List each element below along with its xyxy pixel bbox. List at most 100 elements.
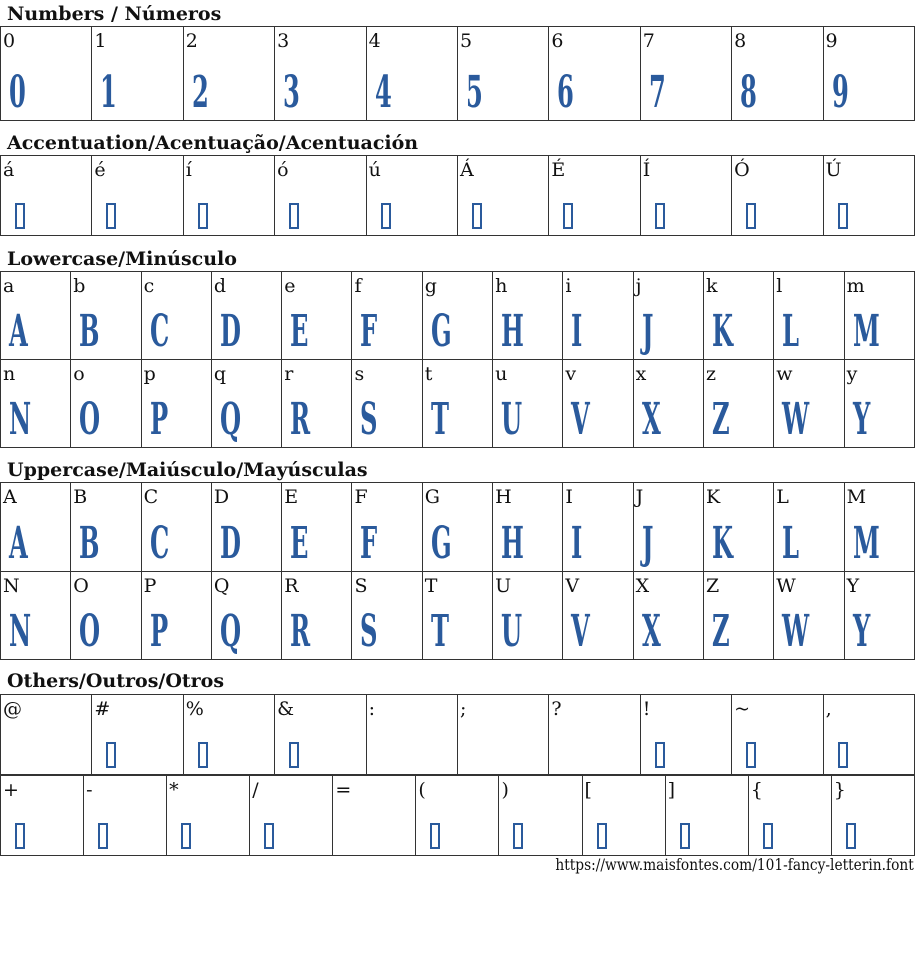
character-label: } [833, 779, 846, 801]
glyph-preview: T [430, 606, 449, 657]
glyph-preview: V [571, 394, 591, 445]
character-label: d [213, 275, 227, 297]
character-label: a [3, 275, 15, 297]
glyph-preview: A [9, 518, 28, 569]
character-label: Á [459, 159, 474, 181]
glyph-cell: í [182, 155, 276, 236]
character-label: r [284, 363, 294, 385]
glyph-cell: ? [548, 694, 641, 775]
glyph-cell: É [548, 155, 641, 236]
glyph-cell: ‚ [822, 694, 916, 775]
glyph-preview: Y [852, 394, 870, 445]
glyph-preview: 5 [465, 67, 483, 118]
glyph-cell: * [166, 775, 251, 856]
glyph-preview: O [79, 606, 101, 657]
glyph-row: + - * / = () [] {} [0, 775, 916, 856]
character-label: ] [667, 779, 676, 801]
section-title: Accentuation/Acentuação/Acentuación [7, 132, 419, 154]
character-label: 9 [825, 30, 838, 52]
section-title: Others/Outros/Otros [7, 670, 225, 692]
glyph-cell: Ó [731, 155, 824, 236]
glyph-preview: P [149, 394, 168, 445]
character-label: 2 [185, 30, 198, 52]
glyph-preview: L [782, 518, 800, 569]
character-label: u [495, 363, 508, 385]
glyph-preview: P [149, 606, 168, 657]
missing-glyph-icon [679, 823, 690, 849]
glyph-preview: T [430, 394, 449, 445]
character-label: @ [3, 698, 22, 720]
character-label: # [94, 698, 111, 720]
glyph-preview: R [290, 394, 311, 445]
character-label: í [185, 159, 192, 181]
missing-glyph-icon [98, 823, 109, 849]
missing-glyph-icon [264, 823, 275, 849]
character-label: Y [846, 575, 860, 597]
character-label: D [213, 486, 230, 508]
character-label: Q [213, 575, 230, 597]
glyph-table: + - * / = () [] {} [0, 775, 916, 856]
glyph-preview: Q [219, 606, 241, 657]
character-label: á [3, 159, 15, 181]
character-label: g [424, 275, 437, 297]
glyph-cell: ~ [731, 694, 824, 775]
glyph-preview: B [79, 306, 100, 357]
character-label: q [213, 363, 227, 385]
glyph-preview: 1 [100, 67, 118, 118]
glyph-preview: D [219, 306, 241, 357]
glyph-preview: U [501, 606, 523, 657]
character-label: m [846, 275, 865, 297]
character-label: 1 [94, 30, 107, 52]
character-label: & [277, 698, 295, 720]
glyph-preview: L [782, 306, 800, 357]
missing-glyph-icon [596, 823, 607, 849]
character-label: * [169, 779, 179, 801]
glyph-cell: & [274, 694, 367, 775]
character-label: ú [368, 159, 381, 181]
missing-glyph-icon [845, 823, 856, 849]
glyph-cell: Í [639, 155, 733, 236]
character-label: ! [642, 698, 651, 720]
character-label: F [354, 486, 368, 508]
glyph-preview: Z [711, 394, 730, 445]
missing-glyph-icon [746, 742, 757, 768]
glyph-preview: O [79, 394, 101, 445]
character-label: ó [277, 159, 289, 181]
character-label: 8 [734, 30, 747, 52]
character-label: R [284, 575, 299, 597]
glyph-cell: / [249, 775, 334, 856]
glyph-cell: } [830, 775, 916, 856]
glyph-preview: H [501, 306, 524, 357]
character-label: x [635, 363, 647, 385]
glyph-preview: M [852, 306, 880, 357]
glyph-preview: 4 [374, 67, 392, 118]
glyph-preview: I [571, 518, 583, 569]
glyph-preview: E [290, 306, 309, 357]
character-label: e [284, 275, 296, 297]
character-label: w [776, 363, 793, 385]
missing-glyph-icon [837, 742, 848, 768]
source-url[interactable]: https://www.maisfontes.com/101-fancy-let… [555, 855, 914, 874]
character-label: c [143, 275, 155, 297]
glyph-preview: S [360, 394, 378, 445]
glyph-table: @ #% &:;?! ~ ‚ [0, 694, 916, 775]
character-label: ~ [734, 698, 751, 720]
character-label: p [143, 363, 156, 385]
